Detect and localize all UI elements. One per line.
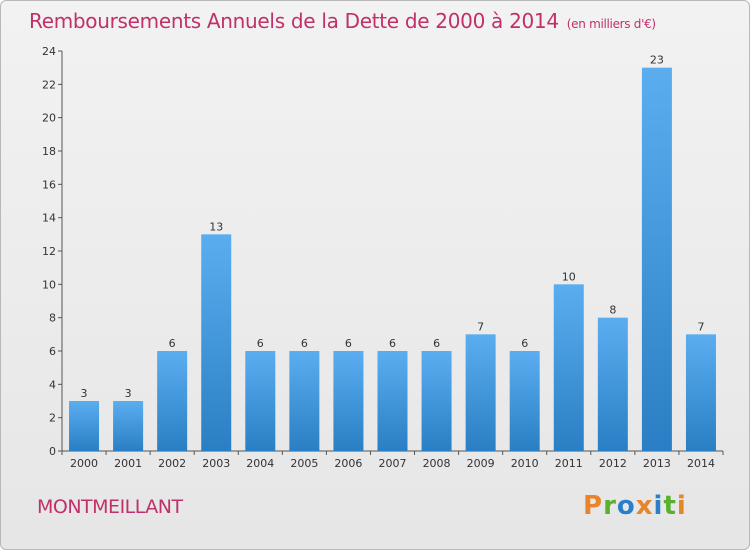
- data-label-2011: 10: [562, 270, 576, 283]
- y-tick-label: 16: [42, 178, 56, 191]
- data-label-2008: 6: [433, 337, 440, 350]
- bar-2004: [245, 351, 276, 451]
- y-tick-label: 12: [42, 245, 56, 258]
- x-tick-label: 2014: [687, 457, 715, 470]
- data-label-2010: 6: [521, 337, 528, 350]
- x-tick-label: 2000: [70, 457, 98, 470]
- x-tick-label: 2006: [334, 457, 362, 470]
- data-label-2002: 6: [169, 337, 176, 350]
- place-name: MONTMEILLANT: [37, 496, 183, 518]
- y-tick-label: 14: [42, 212, 56, 225]
- logo-letter: x: [635, 491, 654, 521]
- chart-title: Remboursements Annuels de la Dette de 20…: [29, 9, 656, 33]
- y-tick-label: 6: [49, 345, 56, 358]
- data-label-2004: 6: [257, 337, 264, 350]
- x-tick-label: 2012: [599, 457, 627, 470]
- x-tick-label: 2013: [643, 457, 671, 470]
- data-label-2014: 7: [697, 320, 704, 333]
- bar-2001: [113, 401, 144, 451]
- y-tick-label: 8: [49, 312, 56, 325]
- bar-2003: [201, 234, 232, 451]
- bar-2005: [289, 351, 320, 451]
- bar-2000: [69, 401, 100, 451]
- logo-letter: r: [603, 491, 617, 521]
- logo-letter: o: [616, 491, 636, 521]
- logo-letter: i: [676, 491, 687, 521]
- logo-letter: t: [663, 491, 677, 521]
- bar-2002: [157, 351, 188, 451]
- logo-letter: i: [653, 491, 664, 521]
- proxiti-logo: Proxiti: [583, 491, 687, 521]
- bar-2011: [553, 284, 584, 451]
- x-tick-label: 2009: [467, 457, 495, 470]
- y-tick-label: 24: [42, 45, 56, 58]
- data-label-2013: 23: [650, 54, 664, 67]
- x-tick-label: 2003: [202, 457, 230, 470]
- y-tick-label: 20: [42, 112, 56, 125]
- x-tick-label: 2011: [555, 457, 583, 470]
- data-label-2006: 6: [345, 337, 352, 350]
- data-label-2003: 13: [209, 220, 223, 233]
- data-label-2005: 6: [301, 337, 308, 350]
- data-label-2007: 6: [389, 337, 396, 350]
- data-label-2009: 7: [477, 320, 484, 333]
- bar-2012: [597, 317, 628, 451]
- data-label-2001: 3: [125, 387, 132, 400]
- bar-2009: [465, 334, 496, 451]
- x-tick-label: 2007: [379, 457, 407, 470]
- bar-2007: [377, 351, 408, 451]
- logo-letter: P: [583, 491, 604, 521]
- y-tick-label: 0: [49, 445, 56, 458]
- bar-2006: [333, 351, 364, 451]
- bar-2008: [421, 351, 452, 451]
- bar-2014: [685, 334, 716, 451]
- x-tick-label: 2010: [511, 457, 539, 470]
- data-label-2000: 3: [81, 387, 88, 400]
- data-label-2012: 8: [609, 304, 616, 317]
- y-tick-label: 10: [42, 278, 56, 291]
- x-tick-label: 2005: [290, 457, 318, 470]
- x-tick-label: 2008: [423, 457, 451, 470]
- y-tick-label: 18: [42, 145, 56, 158]
- y-tick-label: 2: [49, 412, 56, 425]
- y-tick-label: 4: [49, 378, 56, 391]
- y-tick-label: 22: [42, 78, 56, 91]
- chart-subtitle: (en milliers d'€): [566, 17, 656, 31]
- x-tick-label: 2001: [114, 457, 142, 470]
- bar-2013: [641, 67, 672, 452]
- x-tick-label: 2004: [246, 457, 274, 470]
- bar-2010: [509, 351, 540, 451]
- x-tick-label: 2002: [158, 457, 186, 470]
